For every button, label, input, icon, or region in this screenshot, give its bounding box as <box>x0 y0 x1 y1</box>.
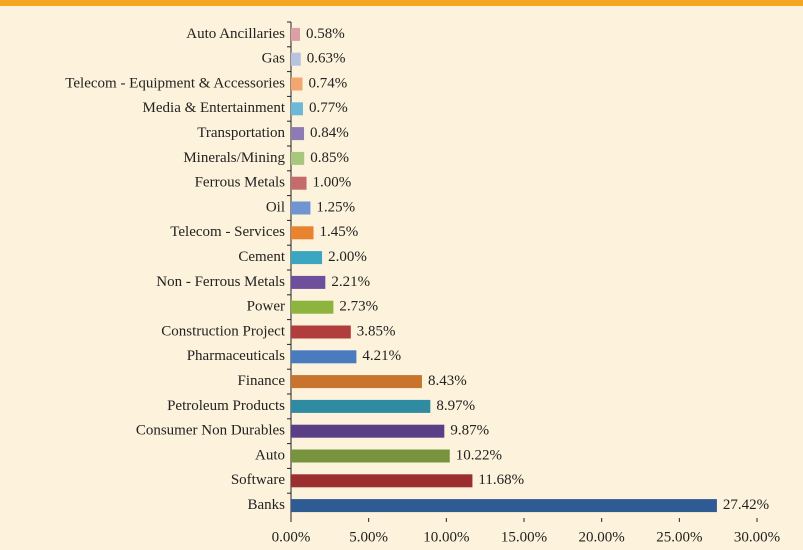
x-tick-label: 15.00% <box>501 529 547 545</box>
bar <box>291 474 473 488</box>
bar <box>291 499 717 513</box>
bar <box>291 151 305 165</box>
bar <box>291 226 314 240</box>
bar <box>291 275 326 289</box>
bar <box>291 201 311 215</box>
value-label: 8.43% <box>428 373 467 389</box>
value-label: 4.21% <box>362 348 401 364</box>
value-label: 0.63% <box>307 51 346 67</box>
y-tick-label: Telecom - Services <box>170 224 285 240</box>
value-label: 1.25% <box>316 199 355 215</box>
y-tick-label: Power <box>247 299 285 315</box>
value-label: 3.85% <box>357 323 396 339</box>
x-tick-label: 5.00% <box>349 529 388 545</box>
bar <box>291 127 305 141</box>
value-label: 0.58% <box>306 26 345 42</box>
x-tick-label: 0.00% <box>272 529 311 545</box>
bar <box>291 300 334 314</box>
value-label: 1.00% <box>313 175 352 191</box>
value-label: 8.97% <box>436 398 475 414</box>
bar <box>291 52 301 66</box>
bar <box>291 399 431 413</box>
y-tick-label: Ferrous Metals <box>195 175 286 191</box>
y-tick-label: Cement <box>238 249 285 265</box>
value-label: 0.74% <box>308 75 347 91</box>
y-tick-label: Minerals/Mining <box>183 150 285 166</box>
value-label: 10.22% <box>456 447 502 463</box>
bar <box>291 27 301 41</box>
value-label: 2.21% <box>331 274 370 290</box>
y-tick-label: Software <box>231 472 285 488</box>
value-label: 1.45% <box>320 224 359 240</box>
y-tick-label: Telecom - Equipment & Accessories <box>65 75 285 91</box>
x-tick-label: 10.00% <box>423 529 469 545</box>
bar <box>291 449 450 463</box>
bar <box>291 251 323 265</box>
y-tick-label: Non - Ferrous Metals <box>156 274 285 290</box>
value-label: 2.00% <box>328 249 367 265</box>
y-tick-label: Transportation <box>197 125 285 141</box>
y-tick-label: Auto Ancillaries <box>186 26 285 42</box>
bar <box>291 375 422 389</box>
y-tick-label: Petroleum Products <box>167 398 285 414</box>
header-strip <box>0 0 803 6</box>
bar <box>291 102 303 116</box>
y-tick-label: Finance <box>238 373 286 389</box>
y-tick-label: Consumer Non Durables <box>136 423 285 439</box>
y-tick-label: Gas <box>262 51 285 67</box>
x-tick-label: 30.00% <box>734 529 780 545</box>
x-tick-label: 20.00% <box>579 529 625 545</box>
value-label: 27.42% <box>723 497 769 513</box>
value-label: 9.87% <box>450 423 489 439</box>
bar <box>291 176 307 190</box>
y-tick-label: Pharmaceuticals <box>187 348 285 364</box>
value-label: 0.84% <box>310 125 349 141</box>
value-label: 11.68% <box>478 472 524 488</box>
y-tick-label: Auto <box>255 447 285 463</box>
x-tick-label: 25.00% <box>656 529 702 545</box>
bar <box>291 325 351 339</box>
value-label: 0.77% <box>309 100 348 116</box>
value-label: 0.85% <box>310 150 349 166</box>
y-tick-label: Construction Project <box>161 323 286 339</box>
y-tick-label: Oil <box>266 199 285 215</box>
bar <box>291 350 357 364</box>
bar <box>291 77 303 91</box>
y-tick-label: Media & Entertainment <box>143 100 286 116</box>
y-tick-label: Banks <box>248 497 286 513</box>
bar <box>291 424 445 438</box>
value-label: 2.73% <box>339 299 378 315</box>
